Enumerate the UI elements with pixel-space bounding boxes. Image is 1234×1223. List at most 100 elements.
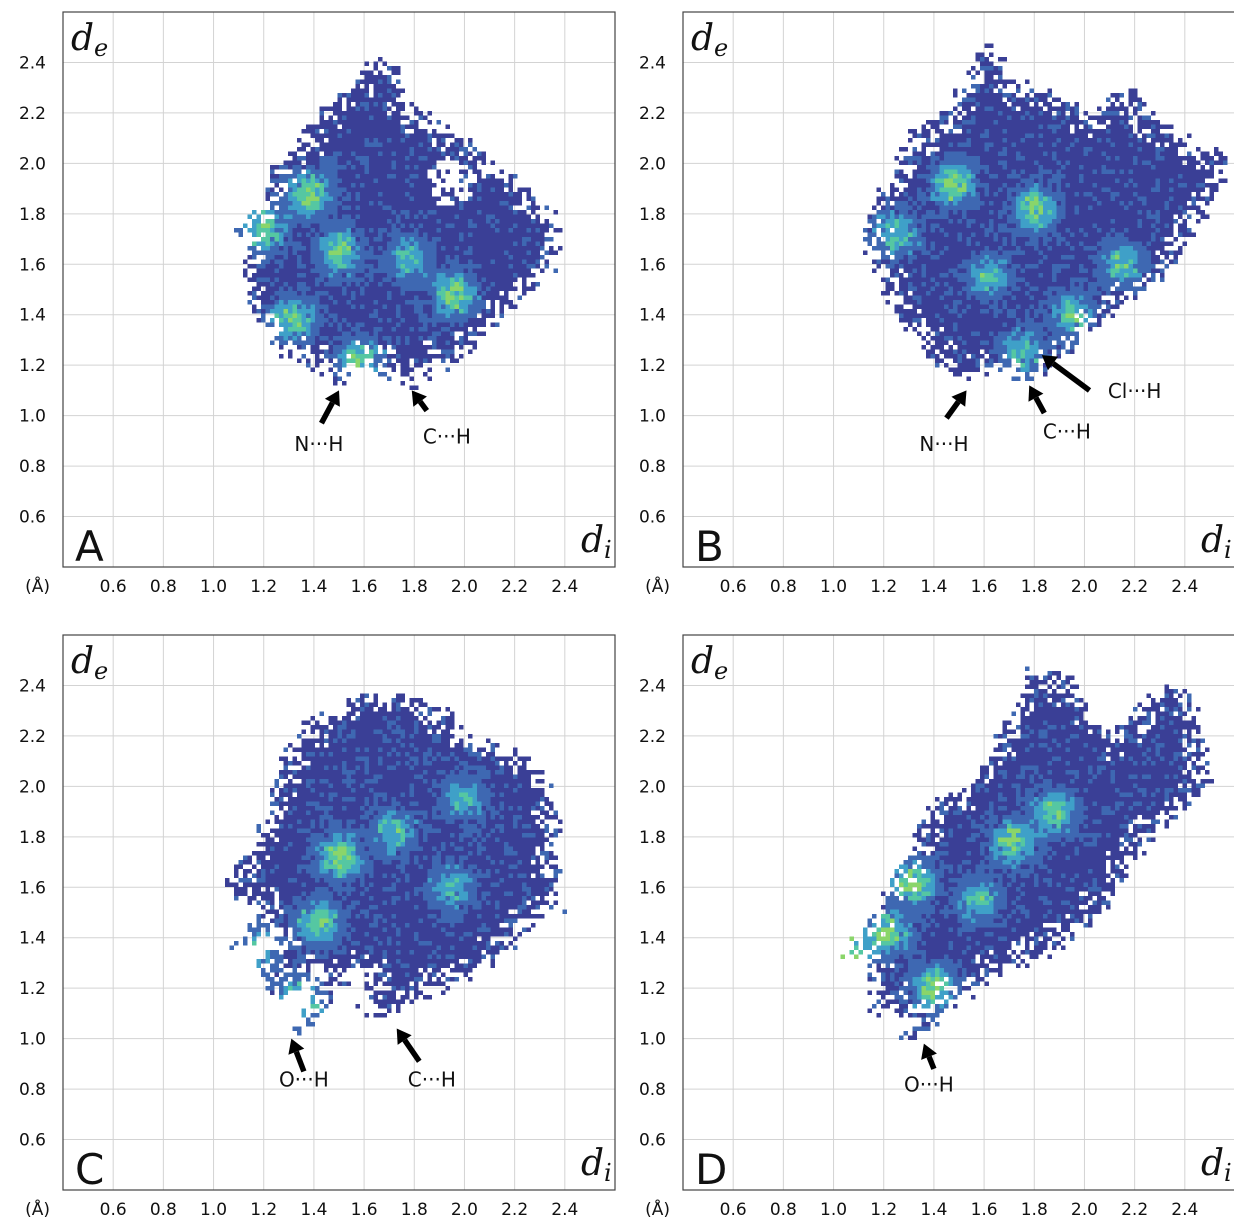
- density-cell: [1052, 120, 1057, 125]
- density-cell: [414, 349, 419, 354]
- density-cell: [499, 295, 504, 300]
- density-cell: [378, 75, 383, 80]
- density-cell: [369, 354, 374, 359]
- density-cell: [274, 264, 279, 269]
- density-cell: [989, 70, 994, 75]
- density-cell: [1065, 237, 1070, 242]
- density-cell: [445, 345, 450, 350]
- density-cell: [355, 201, 360, 206]
- density-cell: [1151, 165, 1156, 170]
- density-cell: [481, 205, 486, 210]
- density-cell: [414, 277, 419, 282]
- density-cell: [1169, 205, 1174, 210]
- density-cell: [337, 138, 342, 143]
- density-cell: [495, 277, 500, 282]
- density-cell: [355, 309, 360, 314]
- density-cell: [1061, 201, 1066, 206]
- density-cell: [1029, 187, 1034, 192]
- density-cell: [499, 277, 504, 282]
- density-cell: [409, 268, 414, 273]
- density-cell: [1038, 165, 1043, 170]
- density-cell: [1124, 219, 1129, 224]
- density-cell: [1029, 196, 1034, 201]
- density-cell: [881, 205, 886, 210]
- density-cell: [499, 192, 504, 197]
- density-cell: [409, 282, 414, 287]
- density-cell: [306, 232, 311, 237]
- density-cell: [315, 318, 320, 323]
- density-cell: [454, 250, 459, 255]
- density-cell: [1182, 241, 1187, 246]
- density-cell: [912, 169, 917, 174]
- density-cell: [1020, 147, 1025, 152]
- density-cell: [423, 228, 428, 233]
- density-cell: [953, 138, 958, 143]
- density-cell: [427, 358, 432, 363]
- density-cell: [1142, 205, 1147, 210]
- density-cell: [930, 210, 935, 215]
- density-cell: [1047, 120, 1052, 125]
- density-cell: [1178, 210, 1183, 215]
- density-cell: [1106, 156, 1111, 161]
- density-cell: [962, 102, 967, 107]
- density-cell: [274, 255, 279, 260]
- density-cell: [441, 138, 446, 143]
- density-cell: [279, 205, 284, 210]
- density-cell: [989, 214, 994, 219]
- density-cell: [387, 309, 392, 314]
- density-cell: [499, 201, 504, 206]
- density-cell: [445, 304, 450, 309]
- density-cell: [382, 259, 387, 264]
- density-cell: [1052, 178, 1057, 183]
- density-cell: [1056, 106, 1061, 111]
- density-cell: [445, 133, 450, 138]
- density-cell: [382, 255, 387, 260]
- density-cell: [1070, 237, 1075, 242]
- density-cell: [939, 160, 944, 165]
- density-cell: [1088, 124, 1093, 129]
- density-cell: [998, 115, 1003, 120]
- density-cell: [926, 201, 931, 206]
- density-cell: [1088, 196, 1093, 201]
- density-cell: [454, 156, 459, 161]
- density-cell: [423, 300, 428, 305]
- density-cell: [486, 201, 491, 206]
- density-cell: [1088, 214, 1093, 219]
- density-cell: [1101, 160, 1106, 165]
- density-cell: [477, 309, 482, 314]
- density-cell: [382, 156, 387, 161]
- density-cell: [468, 273, 473, 278]
- density-cell: [1011, 97, 1016, 102]
- density-cell: [477, 183, 482, 188]
- density-cell: [405, 228, 410, 233]
- density-cell: [436, 318, 441, 323]
- density-cell: [414, 196, 419, 201]
- density-cell: [423, 255, 428, 260]
- density-cell: [1164, 214, 1169, 219]
- density-cell: [351, 142, 356, 147]
- density-cell: [364, 268, 369, 273]
- density-cell: [1074, 124, 1079, 129]
- density-cell: [1016, 210, 1021, 215]
- density-cell: [1074, 241, 1079, 246]
- density-cell: [939, 178, 944, 183]
- density-cell: [337, 264, 342, 269]
- density-cell: [315, 237, 320, 242]
- density-cell: [948, 142, 953, 147]
- density-cell: [265, 300, 270, 305]
- density-cell: [1025, 111, 1030, 116]
- density-cell: [1079, 151, 1084, 156]
- density-cell: [301, 210, 306, 215]
- density-cell: [396, 219, 401, 224]
- density-cell: [414, 169, 419, 174]
- density-cell: [481, 277, 486, 282]
- density-cell: [351, 313, 356, 318]
- density-cell: [486, 295, 491, 300]
- density-cell: [1079, 192, 1084, 197]
- density-cell: [917, 223, 922, 228]
- density-cell: [387, 264, 392, 269]
- density-cell: [1119, 93, 1124, 98]
- density-cell: [391, 147, 396, 152]
- density-cell: [369, 331, 374, 336]
- density-cell: [351, 111, 356, 116]
